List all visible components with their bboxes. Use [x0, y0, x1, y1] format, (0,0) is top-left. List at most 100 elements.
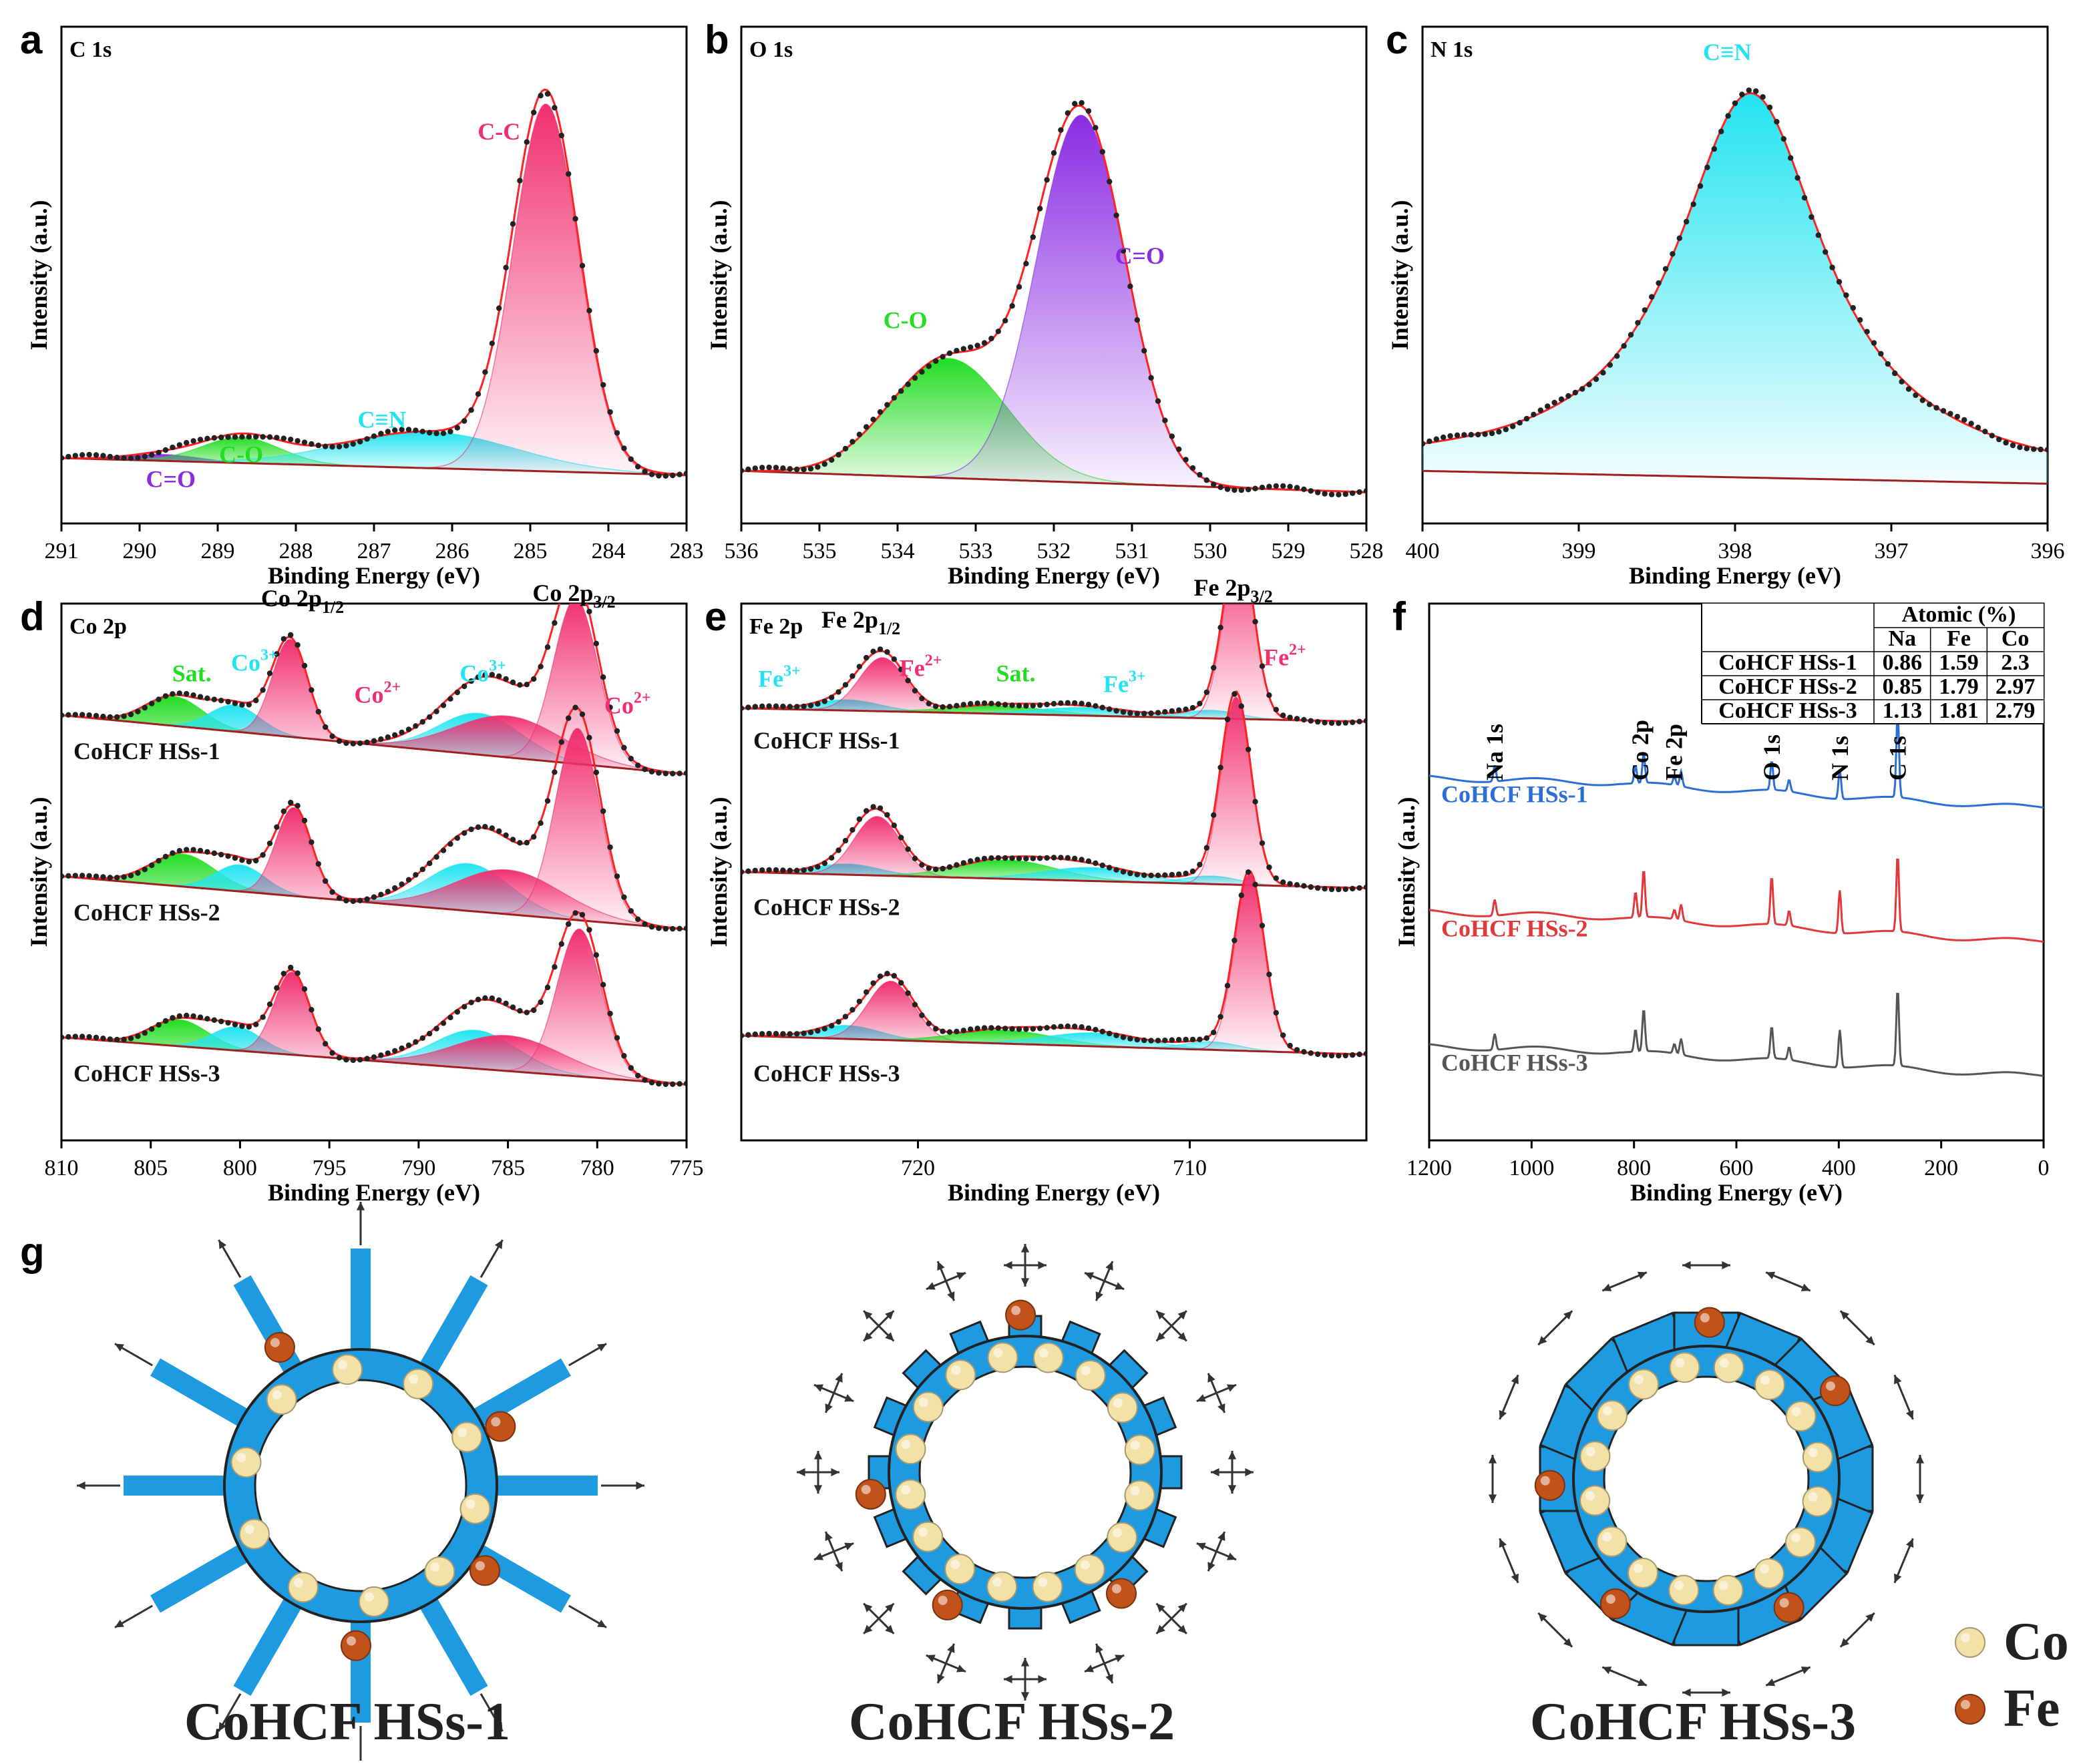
raw-data-point: [1947, 411, 1953, 417]
atom-highlight: [1038, 1577, 1048, 1587]
raw-data-point: [301, 439, 308, 445]
atom-highlight: [1112, 1584, 1122, 1594]
raw-data-point: [988, 335, 994, 342]
raw-data-point: [1427, 438, 1433, 445]
co-atom: [944, 1554, 976, 1585]
raw-data-point: [1878, 351, 1884, 357]
raw-data-point: [1148, 873, 1154, 879]
raw-data-point: [1809, 214, 1815, 220]
raw-data-point: [440, 1020, 447, 1026]
structure-title: CoHCF HSs-2: [849, 1693, 1175, 1751]
raw-data-point: [190, 847, 196, 853]
raw-data-point: [266, 434, 273, 440]
arrow-head: [1095, 1643, 1103, 1653]
peak-label-sub: 1/2: [322, 598, 344, 617]
raw-data-point: [315, 708, 321, 715]
raw-data-point: [752, 867, 759, 874]
raw-data-point: [170, 1015, 176, 1021]
raw-data-point: [642, 921, 648, 927]
raw-data-point: [1996, 436, 2002, 443]
co-atom: [1124, 1434, 1155, 1466]
panel-b: b O 1s 536 535 534 533 532 531 530 529 528 Binding …: [705, 17, 1384, 589]
raw-data-point: [1085, 108, 1092, 114]
arrow-head: [1217, 1532, 1225, 1542]
raw-data-point: [1141, 872, 1147, 879]
raw-data-point: [1155, 873, 1161, 879]
raw-data-point: [586, 927, 592, 933]
survey-peak-label: Co 2p: [1627, 720, 1654, 781]
raw-data-point: [648, 924, 655, 930]
raw-data-point: [1134, 317, 1141, 323]
raw-data-point: [371, 1054, 377, 1060]
raw-data-point: [933, 703, 939, 710]
raw-data-point: [835, 689, 841, 695]
arrow-head: [1020, 1278, 1030, 1287]
raw-data-point: [870, 980, 876, 986]
raw-data-point: [1162, 1038, 1168, 1044]
raw-data-point: [946, 1029, 953, 1035]
raw-data-point: [600, 808, 606, 815]
panel-title: O 1s: [749, 37, 793, 62]
raw-data-point: [86, 873, 92, 879]
raw-data-point: [642, 766, 648, 773]
raw-data-point: [1051, 1024, 1057, 1030]
sample-label: CoHCF HSs-3: [753, 1060, 900, 1087]
raw-data-point: [399, 881, 405, 887]
peak-label-main: C=O: [1115, 242, 1165, 269]
raw-data-point: [1189, 704, 1196, 711]
raw-data-point: [905, 678, 911, 684]
raw-data-point: [121, 874, 127, 880]
raw-data-point: [974, 1026, 980, 1032]
raw-data-point: [1023, 855, 1029, 862]
table-cell: 2.79: [1996, 698, 2036, 723]
peak-label-main: Sat.: [996, 660, 1036, 686]
raw-data-point: [350, 898, 356, 905]
raw-data-point: [1259, 840, 1266, 847]
co-atom: [1668, 1574, 1700, 1606]
arrow-head: [1115, 1655, 1125, 1663]
raw-data-point: [239, 1023, 245, 1030]
raw-data-point: [1002, 702, 1008, 708]
arrow-head: [77, 1481, 85, 1490]
raw-data-point: [621, 744, 627, 751]
raw-data-point: [905, 381, 911, 387]
raw-data-point: [329, 1050, 335, 1056]
raw-data-point: [1065, 110, 1071, 116]
survey-spectrum-line: [1429, 992, 2044, 1077]
component-c-n: [1422, 92, 2048, 485]
raw-data-point: [1211, 1030, 1217, 1036]
raw-data-point: [176, 1013, 182, 1020]
raw-data-point: [1016, 855, 1022, 861]
raw-data-point: [912, 688, 918, 694]
raw-data-point: [1085, 1025, 1092, 1032]
atom-highlight: [457, 1427, 467, 1438]
raw-data-point: [849, 827, 856, 833]
raw-data-point: [288, 799, 294, 806]
raw-data-point: [821, 461, 828, 467]
peak-label-sup: 2+: [1289, 641, 1306, 658]
raw-data-point: [933, 358, 939, 364]
table-col-header: Na: [1889, 626, 1917, 651]
atomic-table: Atomic (%)Na Fe Co CoHCF HSs-1 0.86 1.59 2.3 Co…: [1701, 602, 2044, 724]
raw-data-point: [656, 473, 662, 479]
raw-data-point: [65, 712, 71, 718]
raw-data-point: [1252, 618, 1258, 625]
raw-data-point: [926, 1020, 932, 1027]
x-axis-label: Binding Energy (eV): [1630, 1179, 1843, 1206]
baseline-line: [61, 1036, 687, 1086]
raw-data-point: [1134, 1037, 1141, 1043]
arrow-head: [813, 1485, 823, 1494]
raw-data-point: [566, 921, 572, 927]
raw-data-point: [1037, 702, 1043, 708]
peak-label-main: C-C: [478, 118, 520, 145]
raw-data-point: [988, 855, 994, 861]
raw-data-point: [1850, 304, 1856, 311]
raw-data-point: [995, 855, 1002, 861]
raw-data-point: [1447, 433, 1453, 439]
raw-data-point: [635, 762, 641, 768]
x-tick-label: 1000: [1509, 1156, 1554, 1180]
baseline-line: [61, 457, 687, 477]
raw-data-point: [204, 695, 210, 702]
raw-data-point: [1496, 429, 1502, 435]
raw-data-point: [260, 687, 266, 693]
